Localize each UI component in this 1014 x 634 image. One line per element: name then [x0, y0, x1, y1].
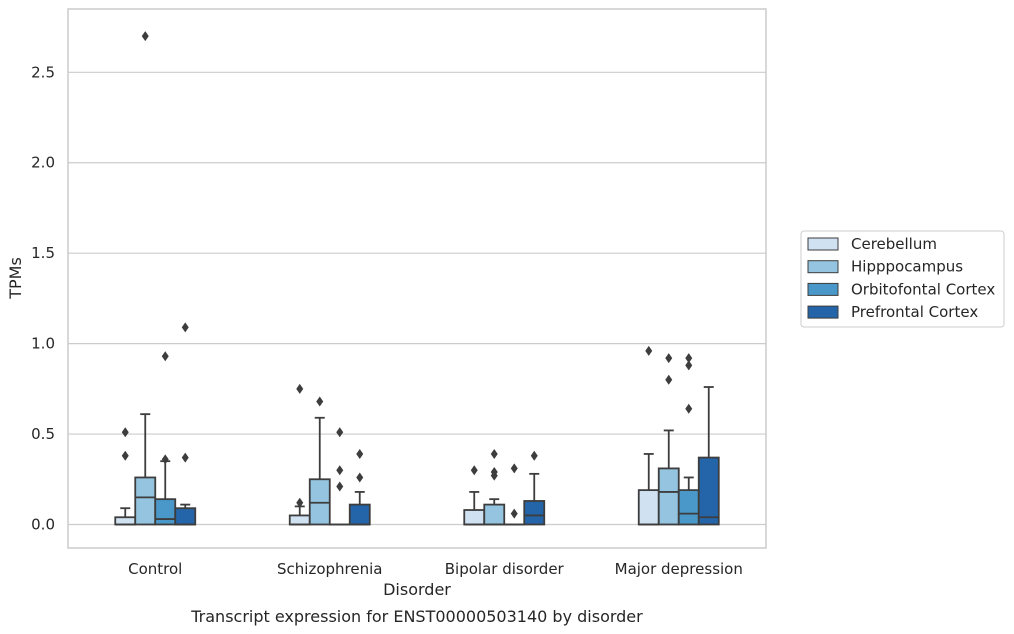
box	[308, 478, 331, 526]
box	[697, 456, 720, 526]
legend-label: Cerebellum	[851, 235, 937, 253]
legend-label: Hipppocampus	[851, 258, 963, 276]
legend-swatch	[807, 237, 839, 251]
x-tick-label: Schizophrenia	[277, 560, 382, 578]
y-tick-label: 0.0	[31, 515, 55, 533]
x-tick-label: Control	[128, 560, 182, 578]
legend-swatch	[807, 260, 839, 274]
outlier-point	[316, 396, 324, 407]
box-group	[114, 427, 137, 526]
outlier-point	[161, 351, 169, 362]
legend-label: Orbitofontal Cortex	[851, 280, 995, 298]
outlier-point	[336, 481, 344, 492]
outlier-point	[356, 472, 364, 483]
y-axis-title: TPMs	[6, 257, 25, 300]
box	[114, 516, 137, 526]
x-axis-title: Disorder	[383, 580, 451, 599]
outlier-point	[490, 448, 498, 459]
y-tick-labels: 0.0 0.5 1.0 1.5 2.0 2.5	[31, 63, 55, 533]
box	[463, 509, 486, 526]
y-tick-label: 1.0	[31, 335, 55, 353]
box-group	[697, 386, 720, 526]
box-group	[154, 351, 177, 526]
outlier-point	[141, 31, 149, 42]
outlier-point	[121, 427, 129, 438]
outlier-point	[121, 450, 129, 461]
box	[174, 507, 197, 526]
box	[348, 503, 371, 526]
x-tick-label: Major depression	[615, 560, 743, 578]
legend-swatch	[807, 282, 839, 296]
box	[677, 489, 700, 526]
legend: Cerebellum Hipppocampus Orbitofontal Corte…	[800, 230, 1005, 328]
box-group	[174, 322, 197, 526]
legend-label: Prefrontal Cortex	[851, 303, 978, 321]
legend-frame	[800, 230, 1005, 328]
box-group	[348, 448, 371, 526]
box-group	[328, 427, 351, 526]
outlier-point	[685, 360, 693, 371]
chart-caption: Transcript expression for ENST0000050314…	[190, 607, 643, 626]
outlier-point	[181, 452, 189, 463]
y-tick-label: 1.5	[31, 244, 55, 262]
box-group	[483, 448, 506, 526]
outlier-point	[470, 465, 478, 476]
outlier-point	[296, 383, 304, 394]
outlier-point	[530, 450, 538, 461]
legend-swatch	[807, 305, 839, 319]
x-tick-label: Bipolar disorder	[445, 560, 565, 578]
box	[134, 476, 157, 526]
box	[288, 514, 311, 526]
outlier-point	[336, 465, 344, 476]
box	[523, 500, 546, 526]
box	[657, 467, 680, 526]
plot-frame	[67, 8, 767, 549]
outlier-point	[296, 497, 304, 508]
box-layer	[114, 31, 720, 526]
outlier-point	[356, 448, 364, 459]
y-tick-label: 2.0	[31, 154, 55, 172]
outlier-point	[336, 427, 344, 438]
y-tick-label: 2.5	[31, 63, 55, 81]
outlier-point	[161, 454, 169, 465]
box-group	[463, 465, 486, 526]
box-group	[288, 383, 311, 526]
box-group	[637, 345, 660, 526]
box-group	[308, 396, 331, 526]
outlier-point	[685, 353, 693, 364]
x-tick-labels: Control Schizophrenia Bipolar disorder Majo…	[128, 560, 743, 578]
outlier-point	[665, 374, 673, 385]
box	[637, 489, 660, 526]
outlier-point	[490, 467, 498, 478]
box-group	[503, 463, 526, 526]
outlier-point	[685, 403, 693, 414]
y-tick-label: 0.5	[31, 425, 55, 443]
outlier-point	[181, 322, 189, 333]
outlier-point	[645, 345, 653, 356]
box-group	[657, 353, 680, 526]
box-group	[134, 31, 157, 526]
outlier-point	[510, 508, 518, 519]
box	[154, 498, 177, 526]
box	[483, 503, 506, 526]
outlier-point	[665, 353, 673, 364]
box-group	[523, 450, 546, 526]
box-group	[677, 353, 700, 526]
grid-lines	[68, 71, 766, 526]
outlier-point	[510, 463, 518, 474]
